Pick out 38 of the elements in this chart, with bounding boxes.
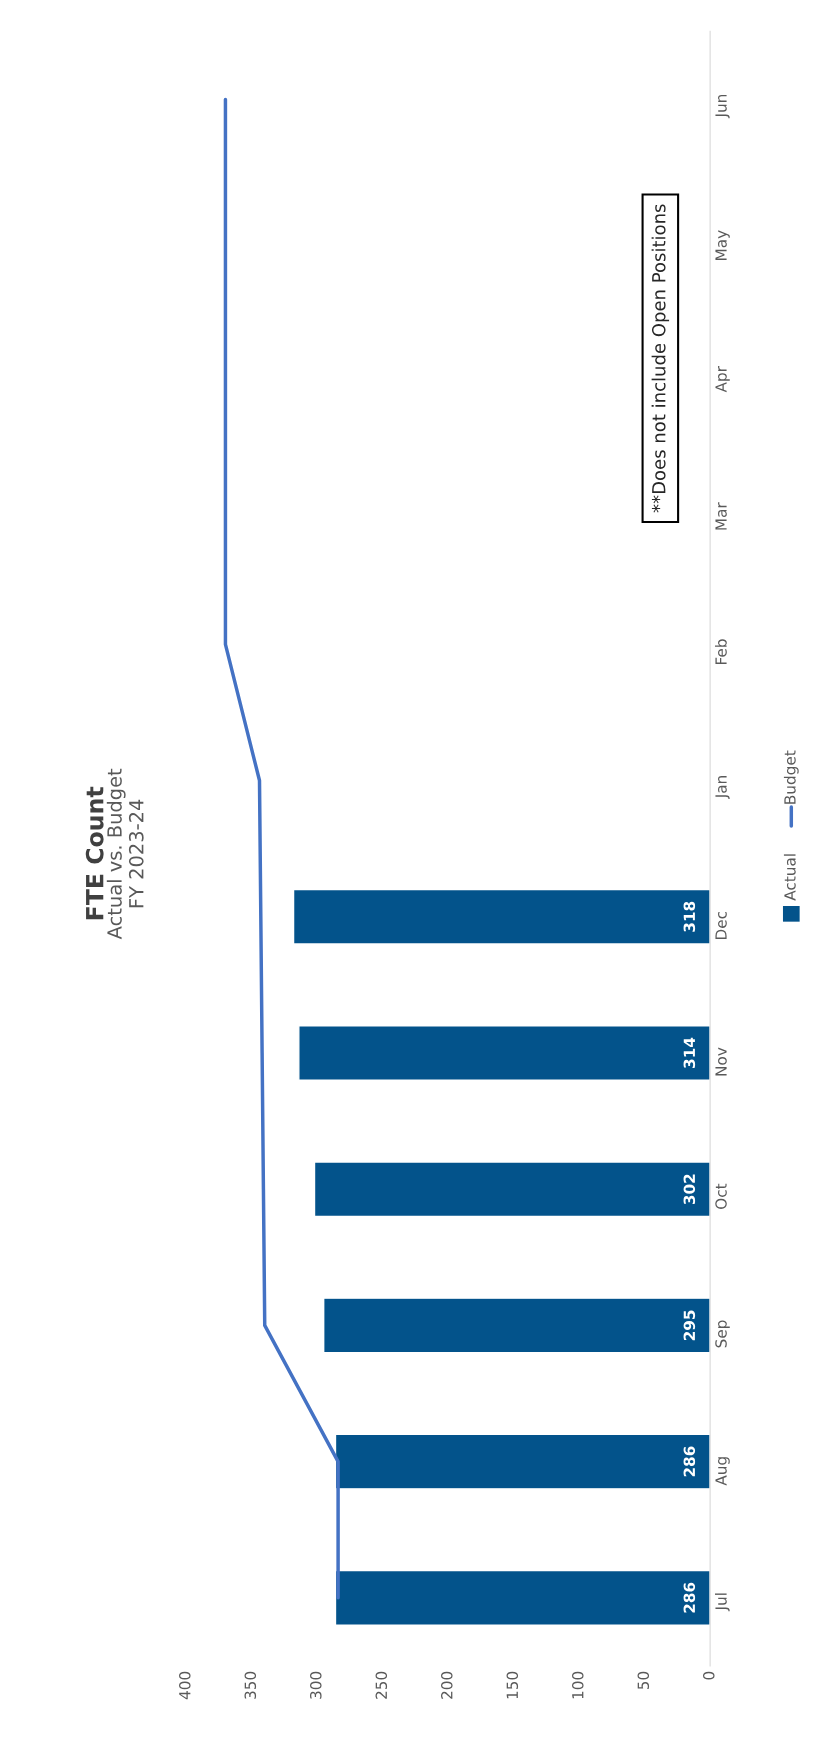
data-label: 302 [683,1174,696,1205]
x-tick-label: 150 [506,1671,519,1699]
bar [313,1161,711,1218]
y-tick-label: May [715,230,730,260]
bar [292,888,711,945]
y-tick-label: Feb [714,639,727,665]
text: Budget [783,750,799,804]
y-tick-label: Jul [714,1593,730,1612]
x-tick-label: 100 [572,1671,584,1699]
annotation: **Does not include Open Positions [651,204,670,513]
y-tick-label: Sep [715,1320,730,1348]
data-label: 295 [683,1310,696,1341]
y-tick-label: Aug [715,1457,730,1486]
x-tick-label: 200 [441,1671,453,1699]
y-tick-label: Oct [715,1183,727,1209]
y-tick-label: Dec [715,911,727,939]
x-tick-label: 300 [310,1671,322,1699]
data-label: 314 [683,1037,696,1068]
x-tick-label: 350 [244,1671,257,1699]
data-label: 318 [683,901,696,932]
x-tick-label: 400 [179,1671,191,1700]
text: Actual [783,854,796,901]
bar [322,1297,711,1354]
x-tick-label: 0 [703,1671,715,1680]
y-tick-label: Jun [715,94,730,119]
bar [334,1433,711,1490]
bar [334,1569,711,1626]
text: Actual vs. Budget FY 2023-24 [106,768,144,940]
y-tick-label: Mar [715,502,727,530]
data-label: 286 [683,1446,696,1477]
data-label: 286 [683,1582,696,1613]
x-tick-label: 50 [637,1671,650,1690]
y-tick-label: Apr [715,366,730,393]
text: FTE Count [85,786,104,920]
x-tick-label: 250 [375,1671,388,1699]
y-tick-label: Jan [715,776,730,800]
bar [298,1025,711,1081]
y-tick-label: Nov [715,1047,727,1076]
